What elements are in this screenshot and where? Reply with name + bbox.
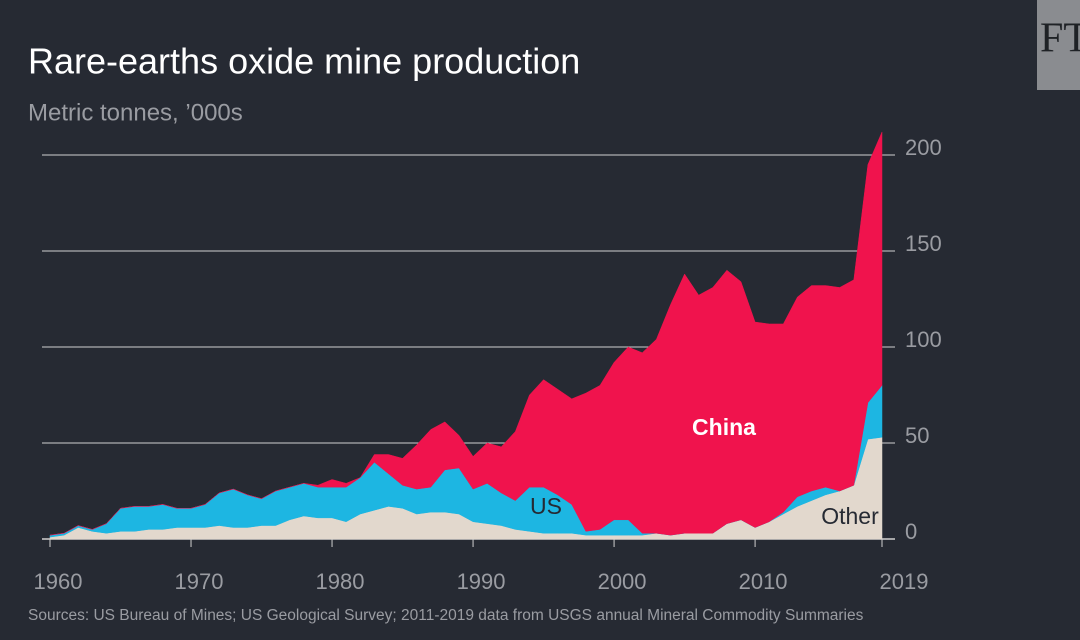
y-tick-label: 150	[905, 231, 942, 256]
series-label: US	[530, 493, 562, 519]
labels: Other US China	[530, 414, 879, 529]
y-tick-label: 100	[905, 327, 942, 352]
logo-box	[1037, 0, 1080, 90]
x-tick-label: 2010	[739, 569, 788, 594]
grid: 0 50 100 150 200 1960 1970 1980 1990 2000 2010 2019	[34, 135, 942, 594]
y-tick-label: 0	[905, 519, 917, 544]
series-label: China	[692, 414, 756, 440]
x-tick-label: 2019	[880, 569, 929, 594]
x-tick-label: 1990	[457, 569, 506, 594]
source: Sources: US Bureau of Mines; US Geologic…	[28, 607, 864, 624]
x-tick-label: 1980	[316, 569, 365, 594]
y-tick-label: 50	[905, 423, 929, 448]
y-tick-label: 200	[905, 135, 942, 160]
x-tick-label: 1960	[34, 569, 83, 594]
x-tick-label: 2000	[598, 569, 647, 594]
chart-subtitle: Metric tonnes, ’000s	[28, 99, 243, 126]
logo: FT	[1040, 16, 1080, 62]
area	[49, 131, 883, 536]
chart-title: Rare-earths oxide mine production	[28, 41, 580, 82]
series-label: Other	[821, 503, 879, 529]
areas	[49, 131, 883, 540]
x-tick-label: 1970	[175, 569, 224, 594]
